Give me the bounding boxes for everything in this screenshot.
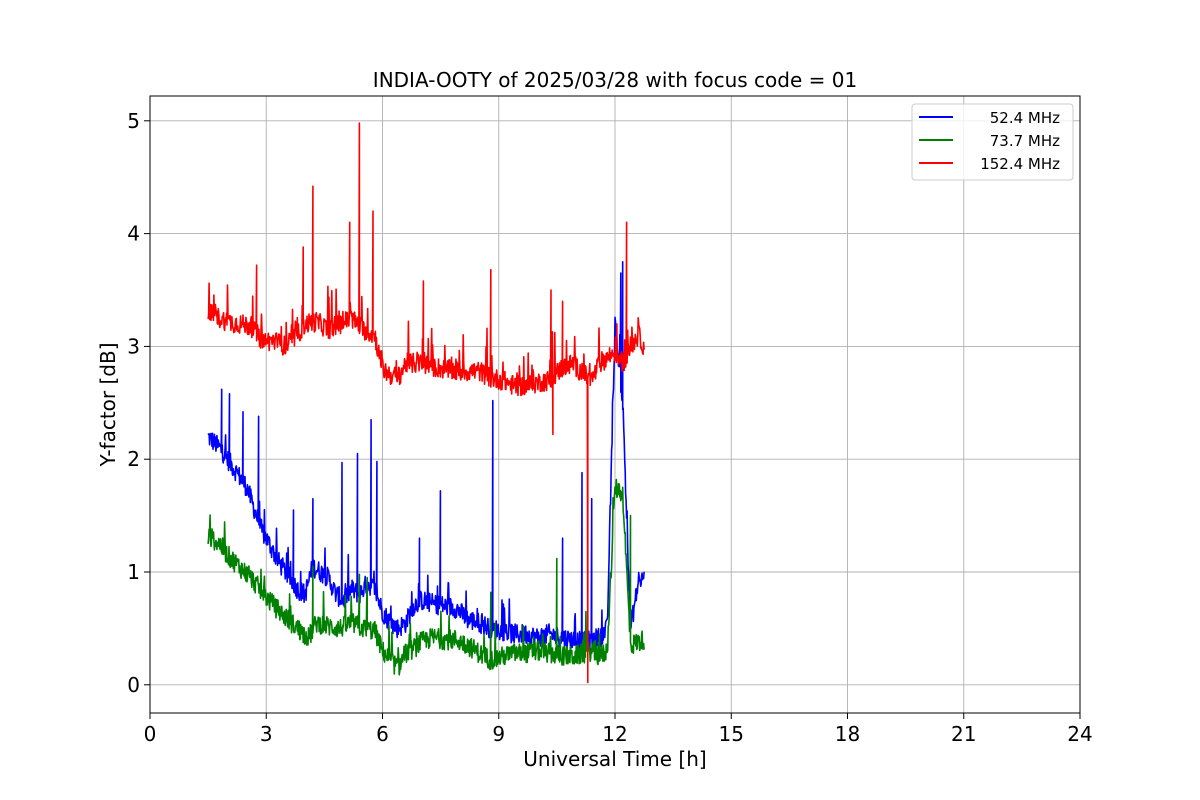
- chart-title: INDIA-OOTY of 2025/03/28 with focus code…: [373, 68, 857, 92]
- legend-box: [911, 103, 1074, 181]
- x-tick-label: 24: [1067, 722, 1092, 746]
- y-axis-label: Y-factor [dB]: [96, 342, 120, 467]
- series-line-3: [207, 122, 645, 684]
- y-tick-label: 2: [127, 447, 140, 471]
- legend-entry: 52.4 MHz: [990, 109, 1060, 127]
- x-tick-label: 12: [602, 722, 627, 746]
- x-tick-label: 21: [951, 722, 976, 746]
- series-layer: [207, 122, 645, 684]
- x-tick-label: 15: [719, 722, 744, 746]
- series-line-1: [207, 261, 645, 653]
- x-tick-label: 3: [260, 722, 273, 746]
- y-tick-label: 4: [127, 222, 140, 246]
- y-tick-label: 0: [127, 673, 140, 697]
- legend: 52.4 MHz 73.7 MHz 152.4 MHz: [911, 103, 1074, 181]
- x-tick-label: 18: [835, 722, 860, 746]
- y-tick-label: 1: [127, 560, 140, 584]
- x-tick-label: 0: [144, 722, 157, 746]
- x-tick-label: 6: [376, 722, 389, 746]
- legend-entry: 152.4 MHz: [980, 155, 1060, 173]
- y-tick-label: 3: [127, 334, 140, 358]
- series-line-2: [207, 478, 645, 676]
- x-axis-label: Universal Time [h]: [523, 747, 706, 771]
- y-tick-label: 5: [127, 109, 140, 133]
- x-tick-label: 9: [492, 722, 505, 746]
- legend-entry: 73.7 MHz: [990, 132, 1060, 150]
